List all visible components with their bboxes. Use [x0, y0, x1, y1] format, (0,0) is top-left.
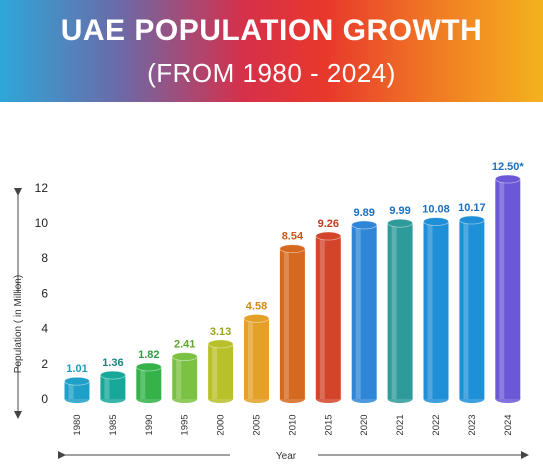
bar-highlight [355, 224, 361, 399]
x-tick-label: 1995 [180, 414, 191, 435]
data-label: 9.26 [318, 218, 339, 230]
x-axis-title: Year [276, 451, 297, 462]
bar-highlight [283, 248, 289, 399]
bar [495, 179, 521, 399]
data-label: 2.41 [174, 339, 195, 351]
bar-cap [458, 215, 485, 225]
bar-highlight [391, 223, 397, 399]
data-label: 1.36 [102, 357, 123, 369]
bar [315, 236, 341, 399]
bar [387, 223, 413, 399]
y-tick-label: 12 [35, 181, 49, 195]
bar [64, 381, 90, 399]
data-label: 10.17 [458, 202, 486, 214]
bar [279, 248, 305, 399]
data-label: 9.89 [353, 207, 374, 219]
bar [172, 356, 198, 399]
bar-cap [351, 220, 378, 230]
x-tick-label: 2022 [431, 414, 442, 435]
population-bar-chart: Population ( in Million) 0 2 4 6 8 10 12 Year 1.… [13, 161, 529, 462]
bar-highlight [212, 343, 218, 399]
bar [208, 343, 234, 399]
bar-cap [315, 231, 342, 241]
y-axis-title: Population ( in Million) [13, 275, 24, 373]
bar-highlight [68, 381, 74, 399]
bar [100, 375, 126, 399]
bar-highlight [248, 318, 253, 399]
y-tick-label: 4 [41, 322, 48, 336]
bar-cap [243, 313, 270, 323]
x-tick-label: 2021 [395, 414, 406, 435]
bar-cap [207, 339, 234, 349]
chart-title: UAE POPULATION GROWTH [60, 14, 483, 47]
data-label: 4.58 [246, 300, 267, 312]
bar-cap [387, 218, 414, 228]
bar-cap [64, 376, 90, 386]
bar-cap [423, 217, 449, 226]
bar [136, 366, 162, 399]
x-tick-label: 2020 [359, 414, 370, 435]
x-tick-label: 1990 [144, 414, 155, 435]
data-label: 9.99 [389, 205, 410, 217]
y-tick-label: 6 [41, 286, 48, 300]
bar [423, 221, 449, 399]
bar-highlight [427, 221, 433, 399]
y-tick-label: 0 [41, 392, 48, 406]
bar-highlight [319, 236, 325, 399]
bar-cap [100, 370, 126, 380]
bar-highlight [140, 366, 146, 399]
y-tick-label: 2 [41, 357, 48, 371]
data-label: 3.13 [210, 326, 231, 338]
x-tick-label: 1985 [108, 414, 119, 435]
data-label: 1.82 [138, 349, 159, 361]
y-tick-label: 8 [41, 251, 48, 265]
x-tick-label: 2010 [287, 414, 298, 435]
x-tick-label: 2015 [323, 414, 334, 435]
chart-subtitle: (FROM 1980 - 2024) [147, 58, 396, 88]
bar [459, 220, 485, 399]
bar-highlight [104, 375, 110, 399]
bar-cap [494, 174, 521, 184]
bar [244, 318, 269, 399]
data-label: 12.50* [492, 161, 525, 173]
x-tick-label: 2005 [252, 414, 263, 435]
y-tick-label: 10 [35, 216, 49, 230]
x-tick-label: 2024 [503, 414, 514, 435]
title-banner: UAE POPULATION GROWTH (FROM 1980 - 2024) [0, 0, 543, 102]
bar-cap [171, 352, 198, 361]
data-label: 1.01 [66, 363, 87, 375]
x-tick-label: 1980 [72, 414, 83, 435]
bar-highlight [176, 356, 182, 399]
data-label: 8.54 [282, 231, 304, 243]
bar-cap [279, 244, 306, 254]
bar-highlight [463, 220, 469, 399]
bar-cap [135, 362, 162, 372]
data-label: 10.08 [422, 204, 450, 216]
bar [351, 224, 377, 399]
x-tick-label: 2000 [216, 414, 227, 435]
x-tick-label: 2023 [467, 414, 478, 435]
bar-highlight [499, 179, 505, 399]
